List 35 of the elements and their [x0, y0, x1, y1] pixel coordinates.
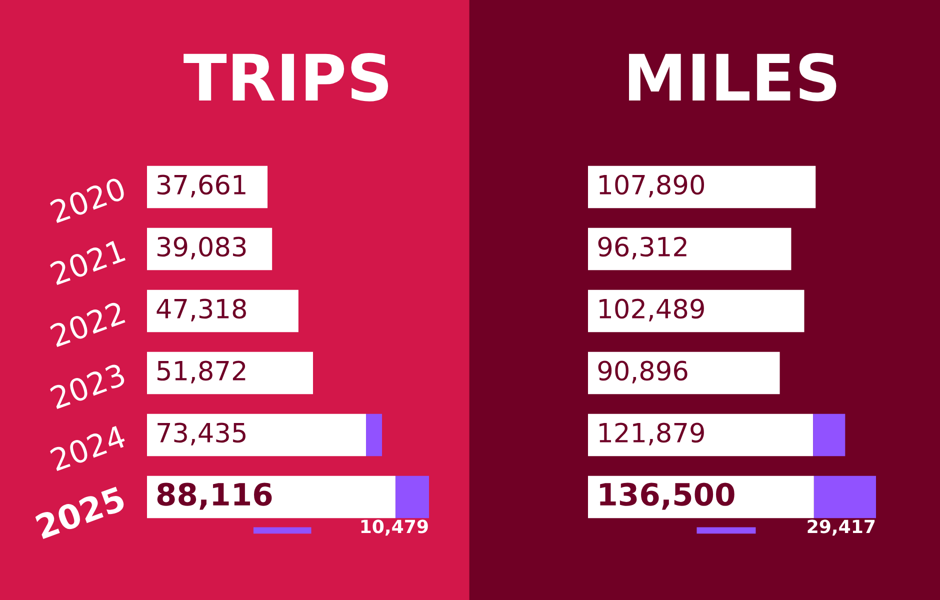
y-tick-label: 2025	[34, 486, 126, 540]
bar	[395, 476, 429, 518]
total-label: 136,500	[600, 482, 734, 510]
total-label: 107,890	[600, 174, 704, 198]
bar	[588, 166, 816, 208]
total-label: 47,318	[156, 298, 246, 322]
y-tick-label: 2024	[49, 424, 127, 472]
bar	[813, 414, 846, 456]
total-label: 96,312	[598, 236, 686, 260]
total-label: 37,661	[157, 174, 246, 198]
bar	[588, 414, 814, 456]
total-label: 121,879	[600, 422, 704, 446]
y-tick-label: 2023	[49, 362, 126, 410]
bar	[147, 290, 298, 332]
bar	[588, 228, 792, 270]
bar	[588, 290, 804, 332]
total-label: 39,083	[157, 236, 246, 260]
bar	[147, 166, 268, 208]
bar	[366, 414, 382, 456]
total-label: 90,896	[598, 360, 688, 384]
chart-title: TRIPS	[184, 53, 388, 102]
total-label: 51,872	[157, 360, 246, 384]
y-tick-label: 2021	[49, 238, 126, 286]
y-tick-label: 2022	[49, 300, 126, 348]
total-label: 102,489	[600, 298, 704, 322]
chart-title: MILES	[629, 53, 836, 102]
total-label: 73,435	[158, 422, 246, 446]
data-label: 29,417	[808, 520, 875, 536]
bar	[147, 414, 366, 456]
y-tick-label: 2020	[49, 176, 126, 224]
bar	[588, 352, 780, 394]
data-label: 10,479	[361, 520, 428, 536]
bar	[147, 352, 314, 394]
bar	[814, 476, 876, 518]
total-label: 88,116	[157, 482, 272, 510]
